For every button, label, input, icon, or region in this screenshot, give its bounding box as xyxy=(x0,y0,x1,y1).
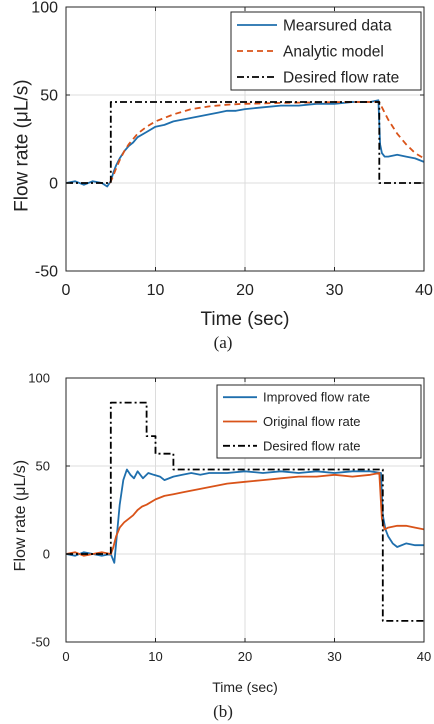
legend-label: Desired flow rate xyxy=(283,69,399,86)
legend: Improved flow rate Original flow rate Desi… xyxy=(216,384,422,459)
y-axis-label: Flow rate (μL/s) xyxy=(12,460,29,571)
y-tick-label: 100 xyxy=(31,0,58,17)
series-line-3 xyxy=(66,401,424,622)
x-tick-label: 40 xyxy=(415,282,433,299)
series-line-1 xyxy=(66,99,424,188)
x-tick-label: 0 xyxy=(62,649,69,664)
y-tick-label: 50 xyxy=(36,459,50,474)
plot-area xyxy=(66,99,424,188)
x-tick-label: 10 xyxy=(147,282,165,299)
x-axis-label: Time (sec) xyxy=(200,309,289,330)
figure-caption: (b) xyxy=(213,702,233,721)
series-line-2 xyxy=(66,472,424,557)
y-tick-label: 0 xyxy=(49,176,58,193)
series-line-3 xyxy=(66,101,424,184)
x-tick-label: 0 xyxy=(62,282,71,299)
x-tick-label: 40 xyxy=(417,649,431,664)
chart-b: 0 10 20 30 40 -50 0 50 100 Time (sec) Flow rate (μ… xyxy=(12,371,431,721)
legend-label: Mearsured data xyxy=(283,17,392,34)
series-line-1 xyxy=(66,468,424,564)
y-axis-label: Flow rate (μL/s) xyxy=(11,79,32,211)
x-tick-label: 30 xyxy=(327,649,341,664)
legend: Mearsured data Analytic model Desired flow… xyxy=(230,11,422,91)
series-line-2 xyxy=(109,101,424,184)
x-tick-label: 30 xyxy=(326,282,344,299)
y-tick-label: 100 xyxy=(28,371,50,386)
x-tick-label: 20 xyxy=(238,649,252,664)
legend-label: Analytic model xyxy=(283,43,384,60)
x-tick-label: 20 xyxy=(236,282,254,299)
legend-label: Improved flow rate xyxy=(263,390,370,405)
legend-label: Desired flow rate xyxy=(263,438,361,453)
y-tick-label: 50 xyxy=(40,88,58,105)
y-tick-label: 0 xyxy=(43,547,50,562)
figure-caption: (a) xyxy=(214,333,233,352)
x-tick-label: 10 xyxy=(148,649,162,664)
plot-area xyxy=(66,401,424,622)
y-tick-label: -50 xyxy=(31,635,50,650)
y-tick-label: -50 xyxy=(35,264,58,281)
x-axis-label: Time (sec) xyxy=(212,679,278,695)
legend-label: Original flow rate xyxy=(263,414,361,429)
